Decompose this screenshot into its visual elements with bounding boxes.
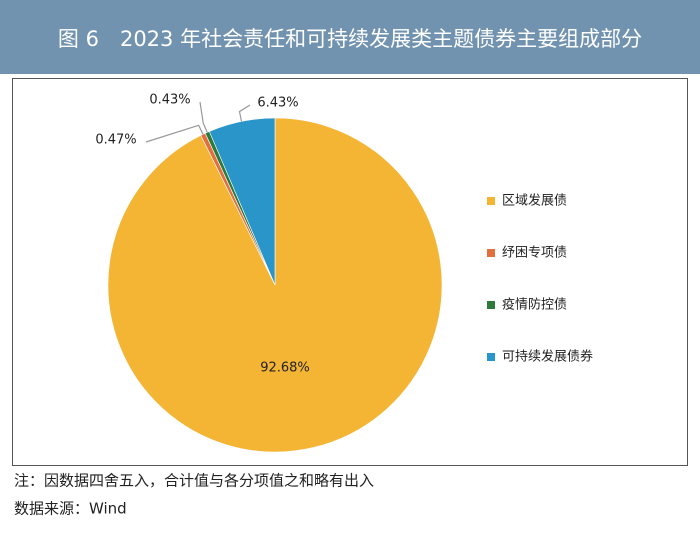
data-label: 92.68% <box>260 361 310 376</box>
data-label: 0.43% <box>149 93 190 108</box>
legend-label: 疫情防控债 <box>502 297 567 313</box>
legend-label: 可持续发展债券 <box>502 349 593 365</box>
leader-line <box>238 104 251 122</box>
leader-line <box>199 101 208 133</box>
chart-title: 图 6 2023 年社会责任和可持续发展类主题债券主要组成部分 <box>58 27 642 51</box>
legend-label: 纾困专项债 <box>502 246 567 261</box>
source: 数据来源：Wind <box>14 500 127 518</box>
legend-label: 区域发展债 <box>502 193 567 209</box>
data-label: 0.47% <box>95 133 136 148</box>
legend-swatch <box>487 249 495 257</box>
leader-line <box>145 124 204 143</box>
data-label: 6.43% <box>257 96 298 111</box>
chart-frame <box>12 78 688 466</box>
note: 注：因数据四舍五入，合计值与各分项值之和略有出入 <box>14 472 374 490</box>
pie-slice <box>208 117 276 286</box>
title-bar <box>0 0 700 74</box>
legend-swatch <box>487 301 495 309</box>
legend-swatch <box>487 197 495 205</box>
legend-swatch <box>487 353 495 361</box>
